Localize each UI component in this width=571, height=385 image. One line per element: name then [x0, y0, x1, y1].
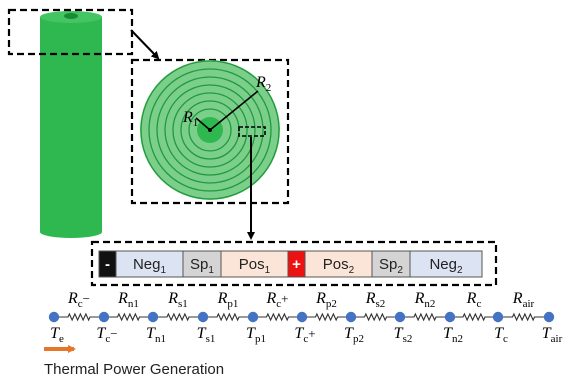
temperature-label: Ts2: [394, 325, 413, 345]
layer-stack-box: [90, 240, 498, 287]
temperature-node: [444, 311, 456, 323]
layer-rect: [220, 250, 289, 278]
layer-label: +: [292, 256, 301, 273]
temperature-node: [394, 311, 406, 323]
layer-rect: [371, 250, 411, 278]
resistor-label: Rp2: [315, 290, 337, 310]
temperature-label: Tc+: [294, 325, 315, 345]
layer-label: Neg2: [429, 256, 463, 276]
temperature-label: Tp2: [344, 325, 364, 345]
temperature-node: [492, 311, 504, 323]
cylindrical-cell: [40, 11, 102, 238]
resistor-zigzag: [307, 312, 346, 322]
temperature-label: Ts1: [197, 325, 216, 345]
resistor-zigzag: [258, 312, 297, 322]
temperature-node: [197, 311, 209, 323]
layer-label: Pos2: [323, 256, 355, 276]
temperature-label: Tair: [542, 325, 563, 345]
layer-pos1: Pos1: [220, 250, 289, 278]
resistor-label: Rair: [512, 290, 535, 310]
temperature-label: Tp1: [246, 325, 266, 345]
spiral-ring-2: [148, 68, 272, 192]
layer-pos2: Pos2: [304, 250, 373, 278]
resistor-label: Rs1: [167, 290, 188, 310]
temperature-label: Tn1: [146, 325, 166, 345]
resistor-label: Rp1: [217, 290, 239, 310]
temperature-node: [147, 311, 159, 323]
spiral-ring-5: [172, 92, 248, 168]
resistor-label: Rs2: [365, 290, 386, 310]
resistor-zigzag: [503, 312, 544, 322]
layer-label: Neg1: [133, 256, 167, 276]
resistor-zigzag: [109, 312, 148, 322]
resistor-label: Rn1: [117, 290, 139, 310]
cell-top-terminal: [64, 13, 78, 19]
resistor-label: Rc: [466, 290, 482, 310]
layer-plus-terminal: +: [287, 250, 306, 278]
layer-stack: - Neg1 Sp1 Pos1 + Pos2 Sp2 Neg2: [98, 250, 483, 278]
resistor-label: Rc+: [265, 290, 288, 310]
spiral-ring-4: [164, 84, 256, 176]
resistor-zigzag: [59, 312, 99, 322]
resistor-label: Rc−: [67, 290, 90, 310]
temperature-node: [345, 311, 357, 323]
temperature-node: [543, 311, 555, 323]
layer-sp2: Sp2: [371, 250, 411, 278]
temperature-label: Tn2: [443, 325, 463, 345]
label-r2: R2: [255, 74, 271, 94]
radius-r2-line: [209, 90, 259, 131]
layer-rect: [182, 250, 222, 278]
temperature-node: [247, 311, 259, 323]
zoom-arrow-1: [130, 29, 160, 60]
temperature-node: [48, 311, 60, 323]
temperature-label: Tc−: [96, 325, 117, 345]
temperature-node: [98, 311, 110, 323]
radius-r1-line: [195, 117, 211, 131]
layer-neg2: Neg2: [409, 250, 483, 278]
layer-label: -: [105, 256, 110, 273]
spiral-ring-3: [156, 76, 264, 184]
spiral-selection-box: [238, 126, 266, 137]
temperature-label: Tc: [494, 325, 508, 345]
label-r1: R1: [182, 109, 198, 129]
resistor-zigzag: [455, 312, 493, 322]
resistor-label: Rn2: [414, 290, 436, 310]
thermal-power-caption: Thermal Power Generation: [44, 361, 224, 378]
layer-label: Pos1: [239, 256, 271, 276]
spiral-ring-1: [140, 60, 280, 200]
layer-label: Sp2: [379, 256, 403, 276]
resistor-zigzag: [208, 312, 248, 322]
layer-minus-terminal: -: [98, 250, 117, 278]
layer-neg1: Neg1: [115, 250, 184, 278]
layer-rect: [409, 250, 483, 278]
resistor-zigzag: [356, 312, 395, 322]
layer-label: Sp1: [190, 256, 214, 276]
resistor-zigzag: [405, 312, 445, 322]
spiral-ring-7: [188, 108, 232, 152]
temperature-node: [296, 311, 308, 323]
layer-sp1: Sp1: [182, 250, 222, 278]
cell-bottom: [40, 226, 102, 238]
spiral-center-dot: [208, 128, 212, 132]
temperature-label: Te: [50, 325, 64, 345]
resistor-zigzag: [158, 312, 198, 322]
layer-rect: [304, 250, 373, 278]
cell-body: [40, 17, 102, 232]
thermal-resistance-network: Rc− Rn1 Rs1 Rp1 Rc+ Rp2 Rs2 Rn2 Rc Rair Te Tc− Tn1 Ts…: [48, 290, 563, 345]
